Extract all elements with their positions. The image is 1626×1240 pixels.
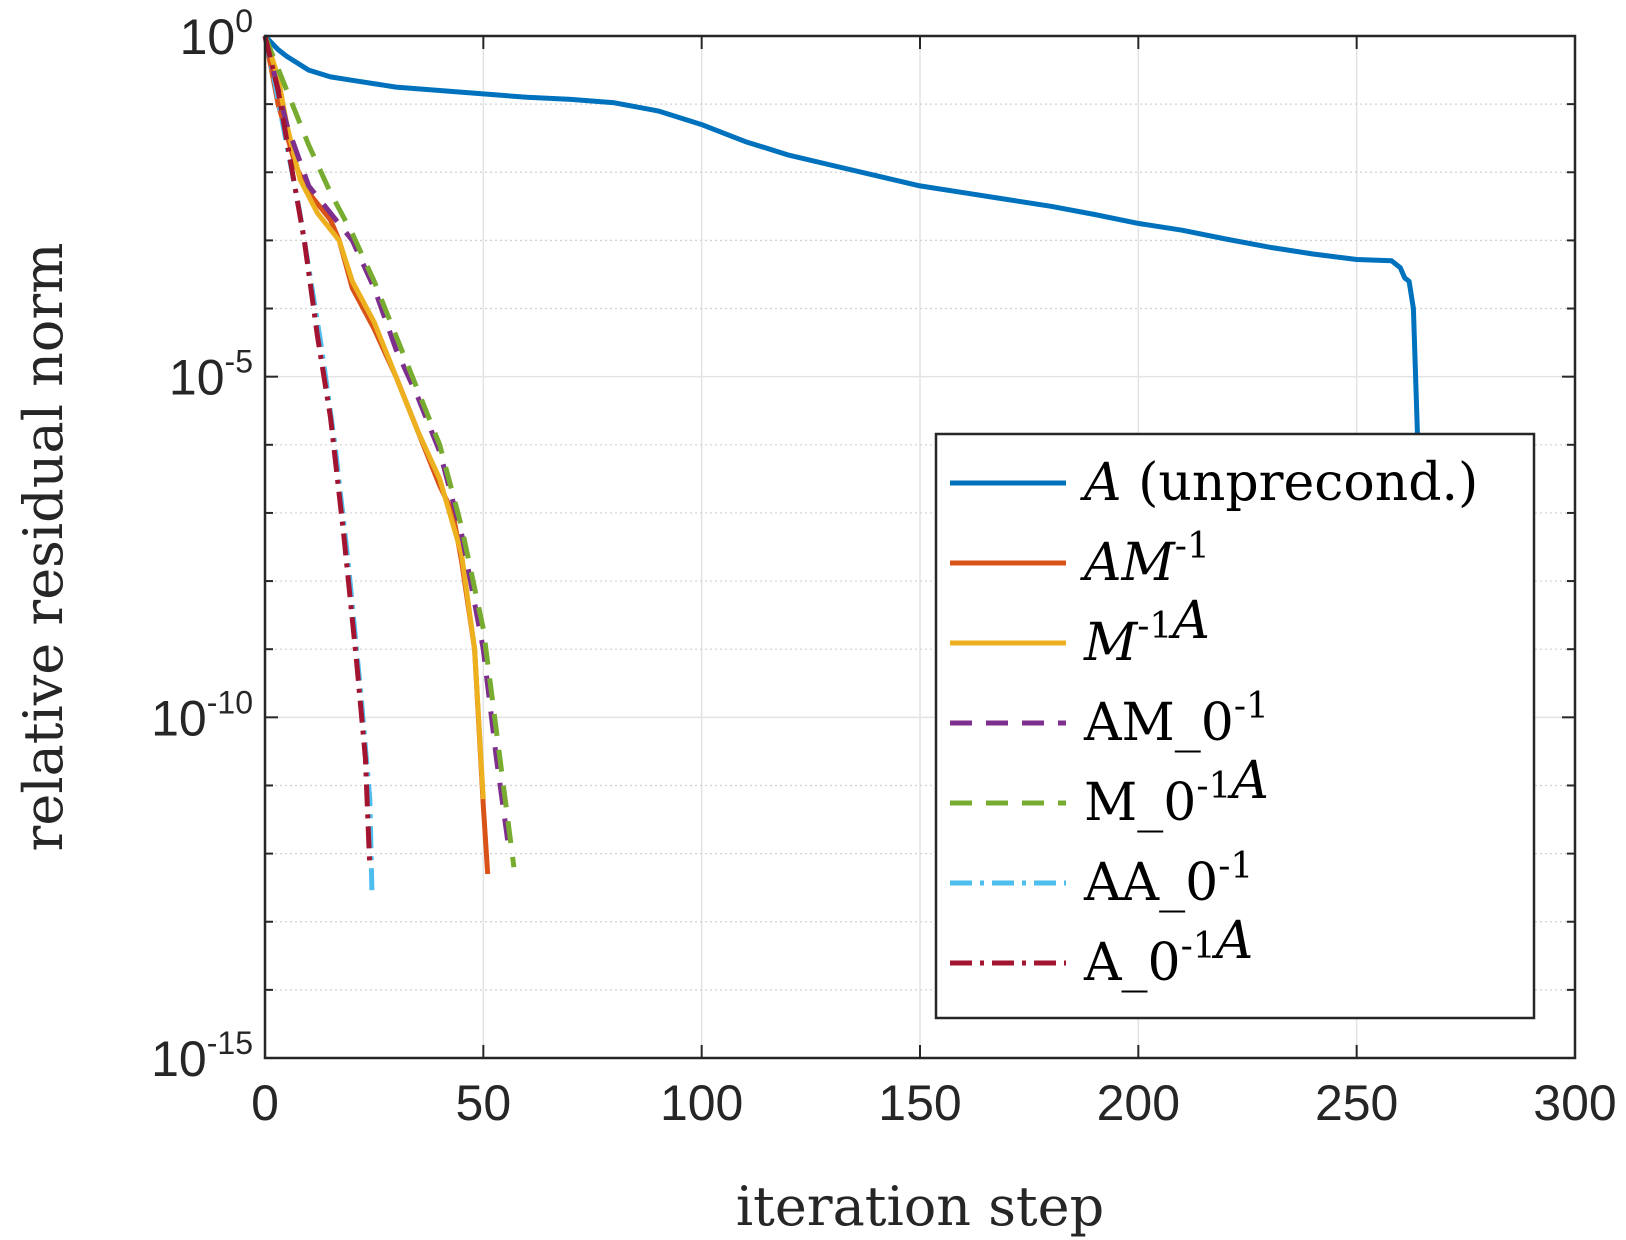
x-tick-label: 300 bbox=[1533, 1075, 1616, 1131]
legend-label: AM_0-1 bbox=[1083, 686, 1269, 753]
series-line-0 bbox=[263, 34, 1423, 466]
x-tick-label: 100 bbox=[660, 1075, 743, 1131]
legend-label: M-1A bbox=[1083, 591, 1210, 673]
y-tick-label: 10-15 bbox=[151, 1025, 253, 1087]
legend-label: AM-1 bbox=[1080, 526, 1210, 593]
series-line-4 bbox=[262, 35, 517, 868]
x-tick-label: 0 bbox=[251, 1075, 279, 1131]
series-line-6 bbox=[262, 35, 373, 868]
series-line-2 bbox=[262, 35, 486, 800]
legend: A (unprecond.) AM-1M-1A AM_0-1M_0-1A AA_0-1… bbox=[934, 432, 1536, 1020]
legend-label: M_0-1A bbox=[1084, 751, 1269, 833]
series-line-5 bbox=[262, 35, 375, 895]
y-tick-label: 10-10 bbox=[151, 684, 253, 746]
x-axis-label: iteration step bbox=[736, 1175, 1104, 1238]
series-line-3 bbox=[262, 35, 512, 854]
x-tick-label: 200 bbox=[1097, 1075, 1180, 1131]
legend-label: AA_0-1 bbox=[1083, 846, 1253, 913]
y-tick-label: 100 bbox=[180, 3, 253, 65]
legend-label: A (unprecond.) bbox=[1080, 453, 1478, 513]
y-axis-label: relative residual norm bbox=[12, 243, 75, 852]
x-tick-label: 250 bbox=[1315, 1075, 1398, 1131]
series-layer bbox=[262, 34, 1423, 895]
tick-layer: 0 50 100 150 200 250 300 100 10-5 10-10 10-15 bbox=[151, 3, 1617, 1131]
legend-label: A_0-1A bbox=[1083, 911, 1253, 993]
legend-box bbox=[934, 432, 1536, 1020]
series-line-1 bbox=[262, 35, 491, 875]
x-tick-label: 150 bbox=[878, 1075, 961, 1131]
y-tick-label: 10-5 bbox=[169, 344, 253, 406]
x-tick-label: 50 bbox=[456, 1075, 512, 1131]
